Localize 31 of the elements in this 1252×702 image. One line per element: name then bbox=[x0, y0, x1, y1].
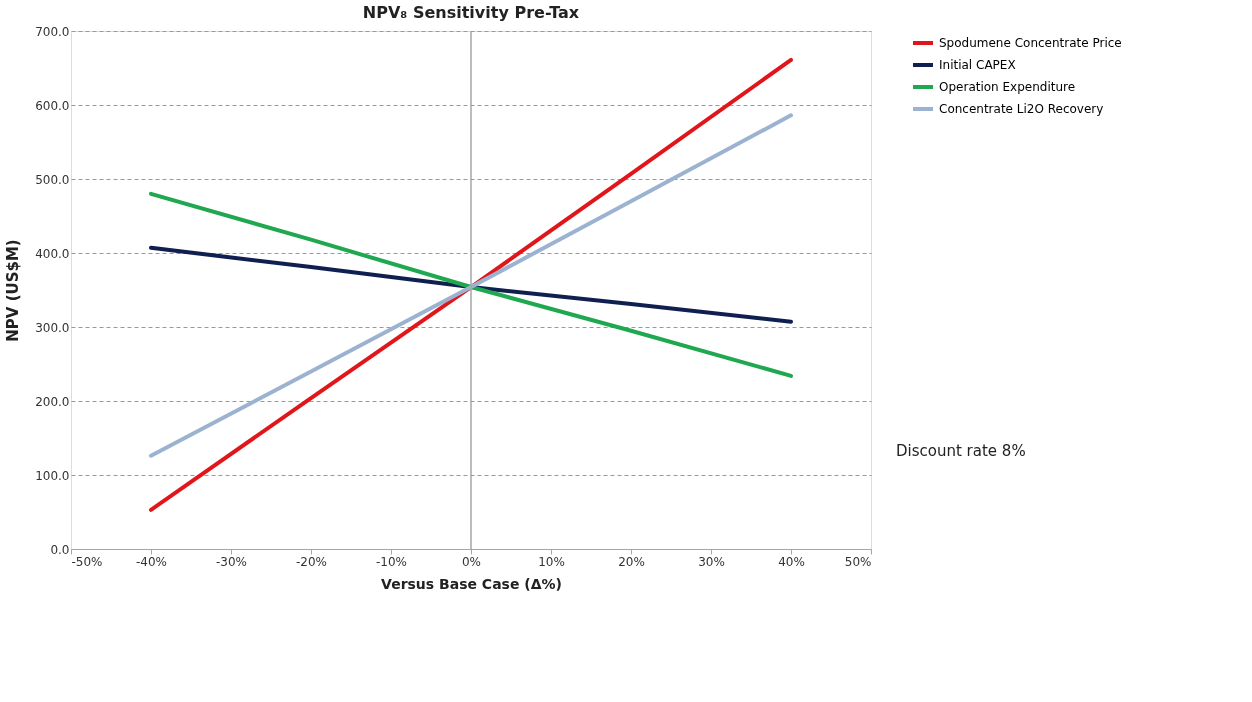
x-tick-label: -10% bbox=[375, 554, 408, 569]
y-tick-label: 600.0 bbox=[35, 98, 70, 113]
y-tick-label: 300.0 bbox=[35, 320, 70, 335]
line-series bbox=[149, 57, 793, 512]
line-series bbox=[149, 245, 793, 324]
x-tick-label: 40% bbox=[778, 554, 805, 569]
y-tick-label: 200.0 bbox=[35, 394, 70, 409]
x-tick-label: 10% bbox=[538, 554, 565, 569]
y-tick-label: 0.0 bbox=[50, 542, 70, 557]
x-tick-label: 50% bbox=[844, 554, 872, 569]
x-tick-label: -20% bbox=[295, 554, 328, 569]
text: Discount rate 8% bbox=[896, 441, 1026, 460]
x-axis-title: Versus Base Case (Δ%) bbox=[381, 575, 562, 592]
x-tick-label: -50% bbox=[71, 554, 103, 569]
legend-label: Operation Expenditure bbox=[939, 80, 1076, 94]
y-tick-label: 700.0 bbox=[35, 24, 70, 39]
legend-label: Initial CAPEX bbox=[939, 58, 1016, 72]
chart-title: NPV₈ Sensitivity Pre-Tax bbox=[362, 3, 580, 22]
x-tick-label: 30% bbox=[698, 554, 725, 569]
line-series bbox=[149, 191, 793, 378]
y-tick-label: 500.0 bbox=[35, 172, 70, 187]
x-tick-label: -30% bbox=[215, 554, 248, 569]
legend-label: Spodumene Concentrate Price bbox=[939, 36, 1122, 50]
x-tick-label: -40% bbox=[135, 554, 168, 569]
y-axis-title: NPV (US$M) bbox=[4, 239, 23, 342]
y-tick-label: 100.0 bbox=[35, 468, 70, 483]
legend-label: Concentrate Li2O Recovery bbox=[939, 102, 1104, 116]
line-series bbox=[149, 113, 793, 458]
x-tick-label: 20% bbox=[618, 554, 645, 569]
x-tick-label: 0% bbox=[461, 554, 482, 569]
y-tick-label: 400.0 bbox=[35, 246, 70, 261]
